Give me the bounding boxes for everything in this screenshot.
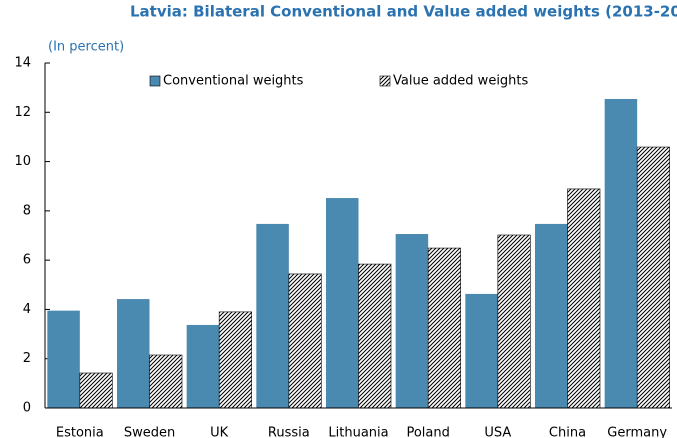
y-tick-label: 8 — [23, 203, 31, 218]
x-tick-label: Germany — [607, 426, 667, 438]
x-tick-label: China — [549, 426, 586, 438]
y-tick-label: 12 — [14, 105, 31, 120]
bar — [636, 146, 670, 409]
x-tick-label: UK — [210, 426, 229, 438]
legend-swatch — [149, 75, 161, 87]
x-tick-label: Estonia — [56, 426, 104, 438]
y-tick-label: 0 — [23, 401, 31, 416]
y-tick-label: 10 — [14, 154, 31, 169]
bar — [186, 324, 220, 408]
y-tick-label: 4 — [23, 302, 31, 317]
bar — [395, 234, 429, 408]
bar — [326, 198, 359, 408]
chart-title: Latvia: Bilateral Conventional and Value… — [130, 3, 677, 21]
bar — [149, 354, 183, 409]
bar — [256, 223, 289, 408]
bar — [358, 263, 392, 409]
chart-subtitle: (In percent) — [48, 40, 124, 55]
y-tick-label: 14 — [14, 56, 31, 71]
bar — [47, 310, 80, 408]
x-tick-label: Russia — [268, 426, 310, 438]
bar — [218, 311, 252, 409]
bar — [567, 188, 601, 409]
y-tick-label: 2 — [23, 351, 31, 366]
x-tick-label: Poland — [406, 426, 449, 438]
bar — [288, 273, 322, 409]
bar — [535, 223, 568, 408]
x-tick-label: USA — [484, 426, 511, 438]
legend-label: Conventional weights — [163, 74, 304, 89]
bar — [117, 299, 150, 408]
bar — [79, 372, 113, 409]
bar — [497, 234, 531, 409]
legend-swatch — [379, 75, 391, 87]
bar — [465, 293, 498, 408]
x-tick-label: Lithuania — [328, 426, 388, 438]
x-tick-label: Sweden — [124, 426, 175, 438]
y-tick-label: 6 — [23, 253, 31, 268]
bar — [604, 98, 638, 408]
legend-label: Value added weights — [393, 74, 529, 89]
bar — [427, 247, 461, 409]
